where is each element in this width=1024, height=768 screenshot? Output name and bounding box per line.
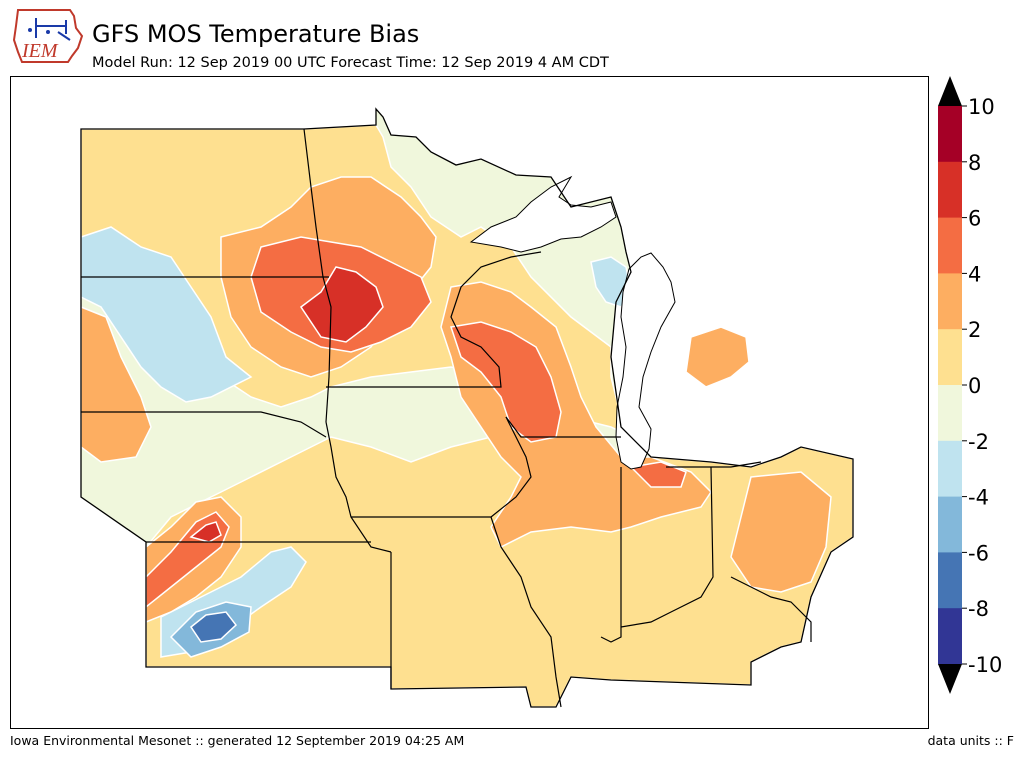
map-subtitle: Model Run: 12 Sep 2019 00 UTC Forecast T… bbox=[92, 55, 609, 71]
footer-units: data units :: F bbox=[927, 733, 1014, 748]
colorbar-tick-label: 6 bbox=[968, 207, 981, 231]
contour-6-8-north bbox=[299, 266, 384, 343]
colorbar-segment bbox=[938, 385, 962, 442]
contour-6-8-southwest bbox=[189, 521, 222, 543]
colorbar-segment bbox=[938, 161, 962, 219]
colorbar-segment bbox=[938, 106, 962, 163]
colorbar-tick-label: 8 bbox=[968, 151, 981, 175]
colorbar-segment bbox=[938, 608, 962, 665]
colorbar-segment bbox=[938, 496, 962, 553]
map-title: GFS MOS Temperature Bias bbox=[92, 20, 420, 48]
colorbar-tick-label: 4 bbox=[968, 262, 981, 286]
colorbar-tick-label: -10 bbox=[968, 653, 1002, 677]
colorbar-segment bbox=[938, 217, 962, 274]
colorbar-tick-label: -2 bbox=[968, 430, 989, 454]
contour-2-4-michigan bbox=[685, 326, 750, 388]
colorbar-tick-label: 2 bbox=[968, 318, 981, 342]
iem-logo-text: IEM bbox=[21, 40, 59, 62]
colorbar-tick-label: 10 bbox=[968, 95, 995, 119]
lake-superior bbox=[469, 175, 617, 253]
colorbar-under-arrow bbox=[938, 664, 962, 694]
contour-neg2-neg4-west bbox=[80, 226, 253, 403]
contour-2-4-ohio bbox=[730, 471, 832, 593]
colorbar: 10 8 6 4 2 0 -2 -4 -6 -8 -10 bbox=[936, 76, 1016, 696]
region-outline bbox=[80, 107, 854, 708]
bias-contours bbox=[80, 124, 854, 708]
colorbar-over-arrow bbox=[938, 76, 962, 106]
map-frame bbox=[10, 76, 929, 729]
colorbar-segment bbox=[938, 552, 962, 609]
contour-neg6-neg8-southwest bbox=[189, 611, 238, 643]
colorbar-tick-label: 0 bbox=[968, 374, 981, 398]
colorbar-tick-label: -8 bbox=[968, 597, 989, 621]
colorbar-segment bbox=[938, 329, 962, 386]
iem-logo: IEM bbox=[8, 6, 88, 64]
colorbar-segment bbox=[938, 273, 962, 330]
colorbar-tick-label: -4 bbox=[968, 486, 989, 510]
contour-2-4-west bbox=[80, 305, 152, 463]
footer-credit: Iowa Environmental Mesonet :: generated … bbox=[10, 733, 465, 748]
colorbar-tick-label: -6 bbox=[968, 541, 989, 565]
state-borders bbox=[81, 128, 812, 708]
lake-michigan bbox=[615, 252, 676, 470]
temperature-bias-map bbox=[80, 107, 854, 708]
contour-4-6-illinois bbox=[629, 461, 687, 488]
colorbar-segment bbox=[938, 440, 962, 498]
